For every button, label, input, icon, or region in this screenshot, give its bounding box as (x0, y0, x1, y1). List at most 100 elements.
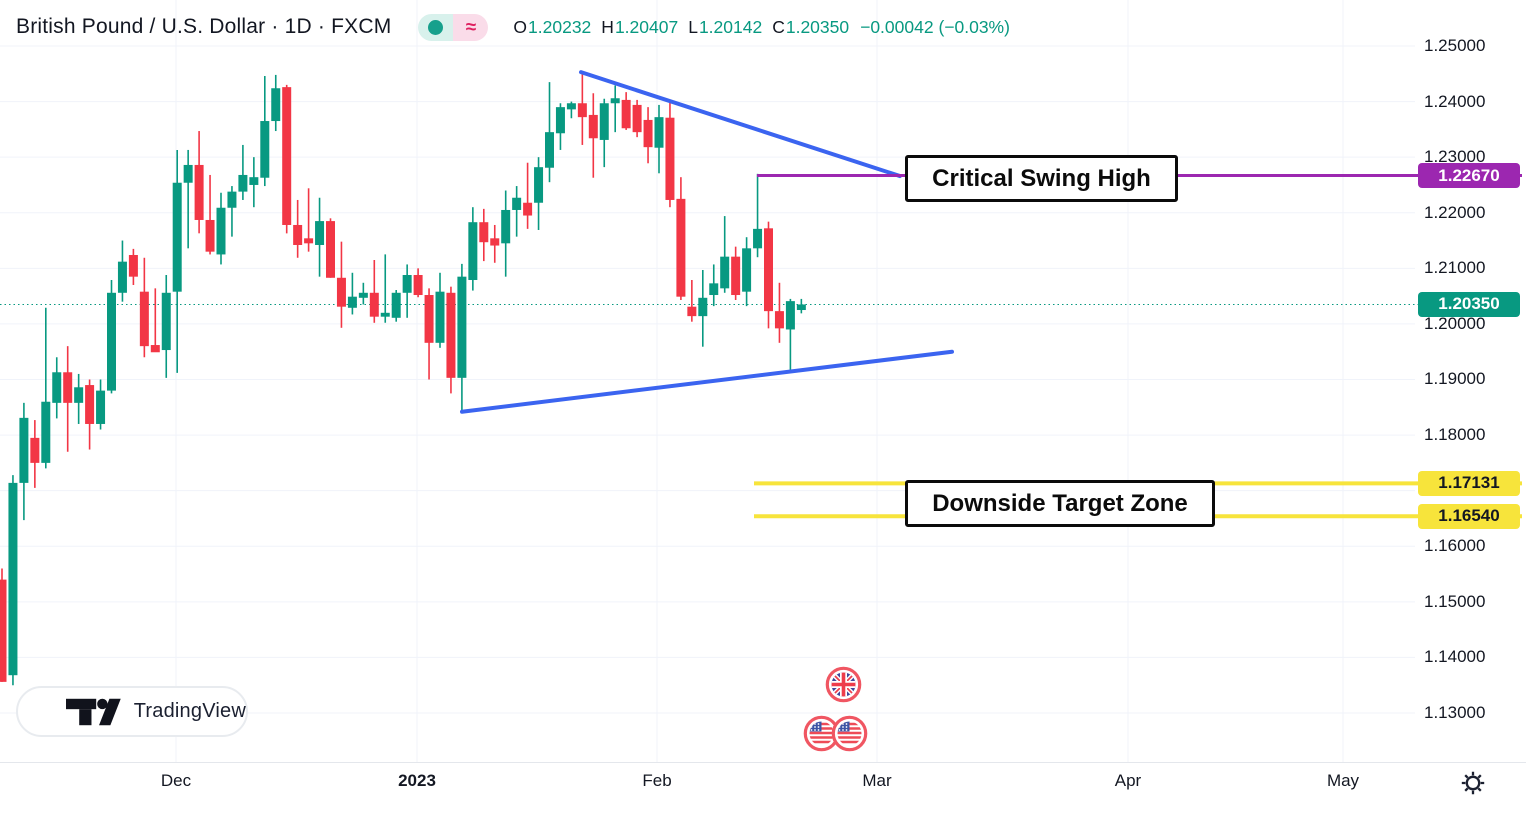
usd-flag-icon (803, 715, 840, 752)
candle (172, 149, 182, 373)
candle (774, 282, 784, 343)
time-tick-label: Apr (1114, 771, 1142, 790)
candle (446, 286, 456, 394)
candle (107, 280, 116, 394)
candle (358, 282, 368, 305)
price-tick-label: 1.23000 (1424, 147, 1486, 167)
downside-target-zone-label[interactable]: Downside Target Zone (905, 480, 1215, 527)
time-tick-label: 2023 (398, 771, 436, 790)
market-open-dot-icon (428, 19, 444, 35)
change-value: −0.00042 (−0.03%) (860, 16, 1010, 37)
candle (150, 288, 160, 353)
candle (654, 104, 664, 174)
candle (161, 275, 171, 378)
ascending-support-trendline[interactable] (460, 349, 954, 414)
target-lower-price-badge: 1.16540 (1418, 503, 1520, 529)
candle (74, 373, 84, 424)
candle (490, 224, 500, 263)
candle (764, 221, 773, 329)
price-tick-label: 1.18000 (1424, 425, 1486, 445)
candle (566, 101, 576, 119)
candle (577, 73, 587, 145)
candle (555, 103, 565, 150)
candle (128, 248, 138, 286)
candle (336, 241, 346, 328)
gbp-flag-icon (825, 666, 862, 703)
candle (523, 162, 533, 229)
candle (227, 186, 237, 237)
market-status-indicator[interactable] (418, 13, 454, 41)
descending-resistance-trendline[interactable] (579, 70, 902, 179)
price-tick-label: 1.24000 (1424, 91, 1486, 111)
candle (720, 216, 730, 293)
price-tick-label: 1.13000 (1424, 702, 1486, 722)
candle (632, 99, 642, 138)
candle (347, 272, 357, 315)
approx-icon: ≈ (465, 16, 477, 38)
close-value: C1.20350 (772, 16, 850, 37)
candle (796, 298, 806, 314)
candle (30, 420, 40, 488)
candle (468, 207, 478, 291)
candle (52, 357, 62, 419)
tradingview-logo-icon (66, 698, 121, 725)
candle (19, 402, 29, 521)
candle (676, 177, 686, 301)
candle (117, 240, 127, 302)
candle (139, 257, 149, 358)
candle (304, 188, 314, 252)
tradingview-logo[interactable]: TradingView (16, 686, 248, 737)
candle (424, 288, 434, 380)
chart-header: British Pound / U.S. Dollar · 1D · FXCM … (16, 11, 1010, 43)
currency-pair-flags (795, 661, 887, 756)
price-tick-label: 1.16000 (1424, 536, 1486, 556)
usd-flag-icon (831, 715, 868, 752)
candle (326, 218, 335, 278)
candle (8, 475, 18, 686)
candle (512, 186, 522, 237)
candle (709, 264, 719, 307)
candle (369, 259, 379, 323)
candle (588, 93, 598, 178)
candle (687, 280, 697, 322)
candle (742, 237, 752, 307)
time-tick-label: May (1326, 771, 1360, 790)
candle (501, 190, 511, 277)
critical-swing-high-label[interactable]: Critical Swing High (905, 155, 1178, 202)
candle (621, 92, 631, 130)
theme-toggle-sun-icon[interactable] (1459, 769, 1487, 797)
candle (698, 270, 708, 347)
price-tick-label: 1.20000 (1424, 313, 1486, 333)
estimated-data-indicator[interactable]: ≈ (453, 13, 489, 41)
tradingview-logo-text: TradingView (133, 700, 246, 722)
candle (249, 157, 259, 208)
candle (391, 290, 401, 322)
target-upper-price-badge: 1.17131 (1418, 470, 1520, 496)
price-tick-label: 1.15000 (1424, 591, 1486, 611)
candle (85, 379, 95, 450)
candle (413, 268, 423, 298)
candle (315, 197, 325, 277)
candle (610, 85, 620, 133)
candle (435, 272, 445, 348)
low-value: L1.20142 (688, 16, 763, 37)
high-value: H1.20407 (601, 16, 679, 37)
swing-high-price-badge: 1.22670 (1418, 163, 1520, 188)
candle (260, 76, 270, 187)
candle (534, 157, 544, 230)
candle (63, 346, 73, 452)
symbol-title[interactable]: British Pound / U.S. Dollar · 1D · FXCM (16, 15, 392, 38)
candle (293, 199, 303, 258)
candle (457, 263, 467, 412)
candle (665, 101, 675, 208)
candle (271, 74, 281, 132)
candle (194, 131, 204, 234)
price-tick-label: 1.22000 (1424, 202, 1486, 222)
candle (599, 98, 609, 168)
time-tick-label: Dec (160, 771, 192, 790)
time-tick-label: Mar (862, 771, 892, 790)
candle (402, 264, 412, 318)
candle (205, 174, 215, 255)
